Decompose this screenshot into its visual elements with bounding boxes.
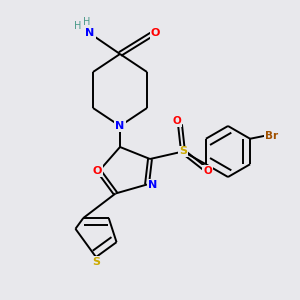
Text: S: S	[179, 146, 187, 157]
Text: O: O	[203, 166, 212, 176]
Text: N: N	[85, 28, 94, 38]
Text: S: S	[92, 256, 100, 267]
Text: N: N	[116, 121, 124, 131]
Text: H: H	[74, 21, 82, 31]
Text: Br: Br	[265, 131, 278, 141]
Text: O: O	[93, 166, 102, 176]
Text: N: N	[148, 179, 157, 190]
Text: O: O	[172, 116, 182, 126]
Text: H: H	[83, 17, 91, 27]
Text: O: O	[150, 28, 160, 38]
